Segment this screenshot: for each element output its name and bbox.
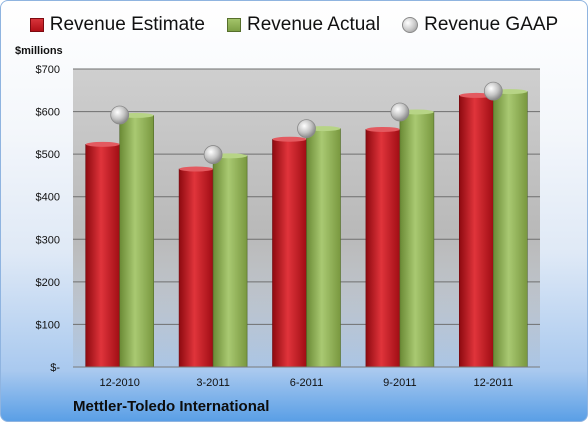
bar-revenue-actual — [399, 111, 435, 368]
chart-legend: Revenue Estimate Revenue Actual Revenue … — [1, 13, 587, 37]
legend-swatch-gaap — [402, 17, 419, 33]
legend-label-estimate: Revenue Estimate — [49, 14, 205, 35]
marker-revenue-gaap — [297, 119, 316, 138]
bar-top-estimate — [179, 166, 214, 172]
x-axis-ticks: 12-2010 3-2011 6-2011 9-2011 12-2011 — [100, 377, 514, 389]
y-tick-label: $300 — [36, 234, 60, 246]
bar-revenue-estimate — [458, 95, 494, 368]
y-tick-label: $100 — [36, 319, 60, 331]
y-tick-label: $700 — [36, 64, 60, 76]
bar-revenue-estimate — [178, 168, 214, 368]
marker-revenue-gaap — [203, 145, 223, 164]
gaap-markers — [110, 81, 503, 164]
bar-revenue-actual — [492, 91, 528, 368]
legend-swatch-actual — [227, 18, 241, 32]
bar-top-estimate — [85, 141, 120, 147]
y-axis-unit-label: $millions — [15, 45, 63, 57]
y-tick-label: $- — [50, 362, 60, 374]
marker-revenue-gaap — [483, 81, 503, 101]
y-tick-label: $200 — [36, 277, 60, 289]
bar-revenue-actual — [306, 128, 341, 368]
legend-label-gaap: Revenue GAAP — [424, 14, 559, 35]
x-tick-label: 12-2010 — [100, 377, 140, 389]
legend-item-estimate: Revenue Estimate — [29, 14, 205, 36]
y-tick-label: $500 — [36, 149, 60, 161]
bar-revenue-estimate — [85, 144, 120, 368]
legend-label-actual: Revenue Actual — [247, 14, 381, 35]
marker-revenue-gaap — [390, 102, 410, 122]
bar-top-estimate — [272, 136, 307, 142]
bar-revenue-estimate — [272, 138, 307, 368]
bars — [85, 89, 528, 368]
legend-swatch-estimate — [29, 18, 44, 32]
marker-revenue-gaap — [110, 105, 130, 125]
x-tick-label: 9-2011 — [383, 377, 416, 389]
y-tick-label: $600 — [36, 107, 60, 119]
y-tick-label: $400 — [36, 192, 60, 204]
bar-revenue-actual — [119, 115, 154, 368]
bar-revenue-estimate — [365, 129, 401, 368]
bar-revenue-actual — [212, 155, 248, 368]
legend-item-actual: Revenue Actual — [227, 14, 380, 36]
x-tick-label: 3-2011 — [196, 377, 229, 389]
x-tick-label: 12-2011 — [474, 377, 514, 389]
bar-top-estimate — [365, 126, 400, 132]
x-tick-label: 6-2011 — [290, 377, 323, 389]
y-axis-ticks: $- $100 $200 $300 $400 $500 $600 $700 — [36, 64, 61, 374]
legend-item-gaap: Revenue GAAP — [402, 14, 558, 36]
company-name: Mettler-Toledo International — [73, 398, 270, 415]
